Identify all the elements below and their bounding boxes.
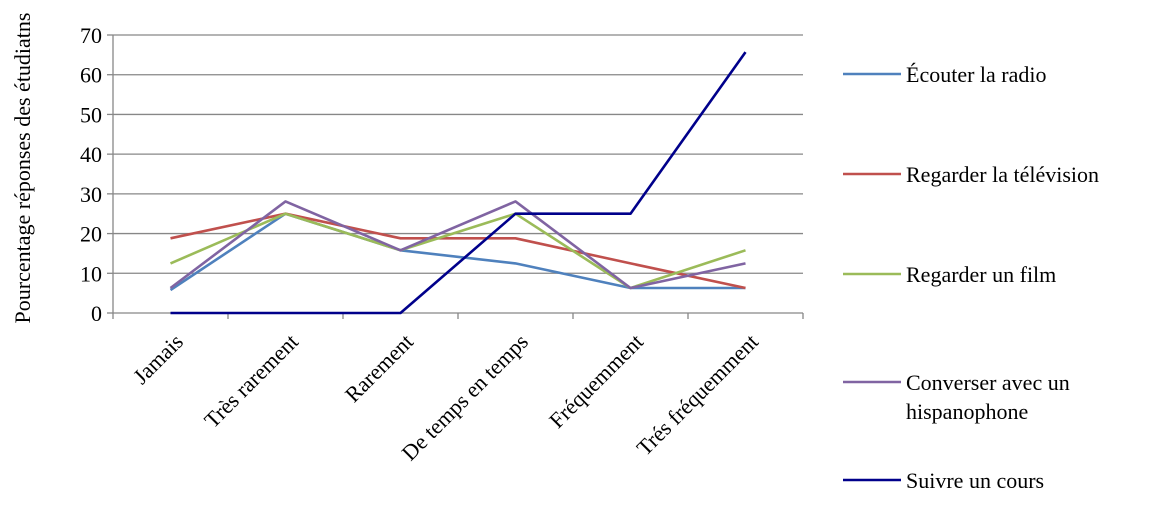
- legend: Écouter la radio Regarder la télévision Re…: [843, 62, 1099, 493]
- series-line: [169, 212, 746, 292]
- y-tick-label: 20: [80, 222, 102, 247]
- x-category-label: Rarement: [340, 329, 418, 407]
- series-line: [169, 212, 746, 290]
- series-line: [170, 51, 747, 315]
- x-category-label: Très rarement: [199, 329, 303, 433]
- legend-label: Converser avec un hispanophone: [906, 370, 1070, 424]
- gridlines: [113, 34, 803, 274]
- legend-item: Converser avec un hispanophone: [843, 370, 1070, 424]
- legend-item: Suivre un cours: [843, 468, 1044, 493]
- y-tick-label: 30: [80, 182, 102, 207]
- x-category-label: Trés fréquemment: [631, 329, 763, 461]
- y-axis-title: Pourcentage réponses des étudiatns: [10, 13, 35, 324]
- x-category-label: De temps en temps: [397, 329, 533, 465]
- series-line: [170, 212, 746, 290]
- legend-label: Regarder la télévision: [906, 162, 1099, 187]
- axes: [107, 34, 804, 319]
- y-tick-label: 70: [80, 23, 102, 48]
- series-lines: [169, 51, 747, 315]
- x-category-label: Fréquemment: [544, 329, 648, 433]
- x-category-label: Jamais: [128, 329, 188, 389]
- y-tick-label: 10: [80, 261, 102, 286]
- y-tick-label: 0: [91, 301, 102, 326]
- legend-item: Regarder la télévision: [843, 162, 1099, 187]
- legend-item: Regarder un film: [843, 262, 1056, 287]
- y-tick-label: 50: [80, 102, 102, 127]
- legend-label: Suivre un cours: [906, 468, 1044, 493]
- y-tick-label: 60: [80, 63, 102, 88]
- legend-label: Écouter la radio: [906, 62, 1047, 87]
- y-tick-labels: 0 10 20 30 40 50 60 70: [80, 23, 102, 326]
- legend-item: Écouter la radio: [843, 62, 1047, 87]
- legend-label: Regarder un film: [906, 262, 1056, 287]
- y-tick-label: 40: [80, 142, 102, 167]
- series-line: [169, 200, 746, 290]
